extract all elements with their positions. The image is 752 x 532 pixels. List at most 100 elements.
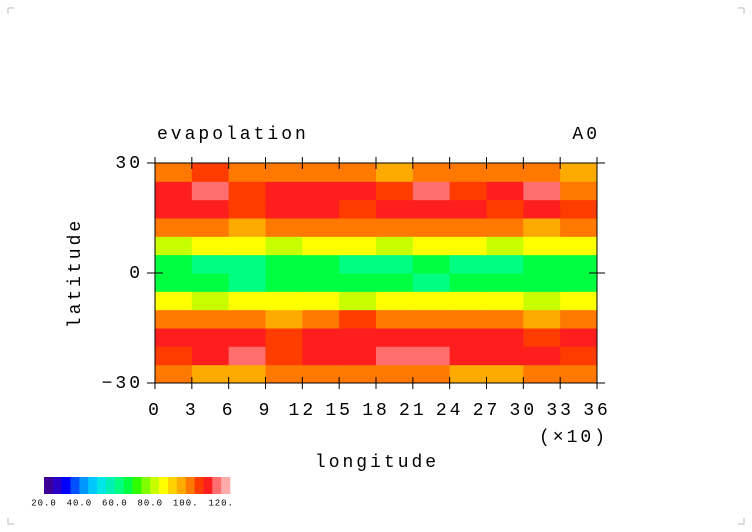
cell	[155, 254, 193, 274]
cell	[486, 236, 524, 256]
cell	[376, 309, 414, 329]
cell	[412, 364, 451, 384]
cell	[412, 181, 451, 201]
cell	[302, 273, 340, 292]
cell	[560, 346, 598, 366]
cell	[191, 218, 230, 237]
cell	[449, 236, 487, 256]
cell	[302, 364, 340, 384]
x-tick-label: 36	[583, 401, 611, 421]
cell	[265, 199, 303, 219]
x-tick-label: 9	[259, 401, 273, 421]
cell	[560, 236, 598, 256]
y-tick-label: 0	[129, 264, 143, 284]
cell	[449, 218, 487, 237]
cell	[412, 309, 451, 329]
cell	[523, 218, 561, 237]
cell	[486, 328, 524, 347]
cell	[523, 181, 561, 201]
y-axis-label: latitude	[66, 218, 86, 328]
colorbar-box	[123, 477, 133, 494]
cell	[302, 309, 340, 329]
cell	[376, 364, 414, 384]
cell	[449, 199, 487, 219]
colorbar-box	[97, 477, 107, 494]
cell	[339, 254, 377, 274]
cell	[302, 346, 340, 366]
cell	[412, 291, 451, 311]
y-tick-label: −30	[102, 374, 143, 394]
cell	[191, 309, 230, 329]
cell	[376, 218, 414, 237]
cell	[376, 199, 414, 219]
cell	[228, 181, 266, 201]
cell	[412, 199, 451, 219]
colorbar-box	[221, 477, 231, 494]
cell	[560, 181, 598, 201]
cell	[449, 291, 487, 311]
cell	[265, 163, 303, 182]
cell	[412, 236, 451, 256]
cell	[486, 199, 524, 219]
cell	[560, 163, 598, 182]
colorbar-tick-label: 120.	[208, 498, 234, 508]
cell	[412, 254, 451, 274]
cell	[339, 309, 377, 329]
cell	[228, 364, 266, 384]
cell	[155, 199, 193, 219]
cell	[486, 254, 524, 274]
cell	[339, 291, 377, 311]
cell	[228, 163, 266, 182]
cell	[376, 346, 414, 366]
cell	[449, 181, 487, 201]
cell	[449, 328, 487, 347]
cell	[376, 328, 414, 347]
cell	[486, 181, 524, 201]
cell	[376, 236, 414, 256]
x-tick-label: 3	[185, 401, 199, 421]
cell	[376, 163, 414, 182]
cell	[228, 328, 266, 347]
colorbar-box	[168, 477, 178, 494]
cell	[302, 218, 340, 237]
cell	[302, 236, 340, 256]
colorbar-box	[106, 477, 116, 494]
cell	[191, 273, 230, 292]
cell	[560, 328, 598, 347]
cell	[302, 291, 340, 311]
cell	[191, 291, 230, 311]
cell	[523, 291, 561, 311]
corner-marks	[7, 7, 745, 525]
cell	[155, 364, 193, 384]
cell	[339, 346, 377, 366]
cell	[228, 218, 266, 237]
cell	[228, 236, 266, 256]
colorbar-box	[88, 477, 98, 494]
cell	[412, 328, 451, 347]
cell	[523, 364, 561, 384]
cell	[339, 163, 377, 182]
cell	[376, 254, 414, 274]
cell	[302, 199, 340, 219]
colorbar-box	[114, 477, 125, 494]
x-tick-label: 0	[148, 401, 162, 421]
colorbar-box	[212, 477, 222, 494]
x-tick-label: 27	[473, 401, 501, 421]
cell	[523, 328, 561, 347]
cell	[560, 291, 598, 311]
cell	[412, 346, 451, 366]
cell	[486, 309, 524, 329]
colorbar-box	[159, 477, 169, 494]
cell	[560, 254, 598, 274]
cell	[339, 273, 377, 292]
cell	[191, 236, 230, 256]
cell	[339, 328, 377, 347]
colorbar-box	[141, 477, 151, 494]
plot-cells	[155, 163, 598, 384]
cell	[449, 254, 487, 274]
x-tick-label: 15	[325, 401, 353, 421]
cell	[265, 346, 303, 366]
cell	[523, 163, 561, 182]
cell	[155, 236, 193, 256]
